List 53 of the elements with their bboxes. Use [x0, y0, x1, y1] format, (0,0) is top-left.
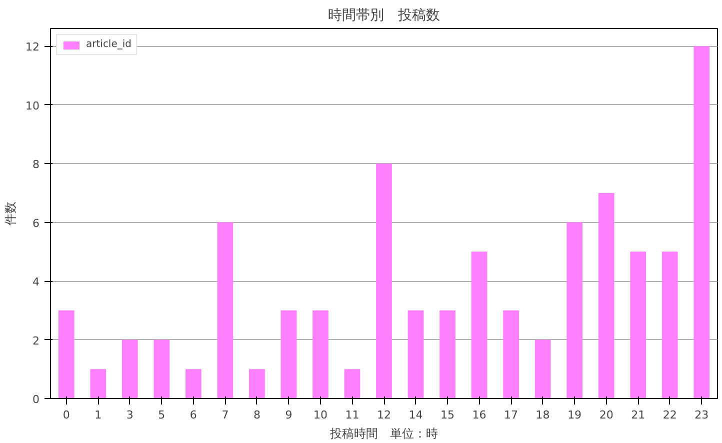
x-tick-label: 21: [631, 408, 646, 422]
y-tick-label: 10: [26, 99, 40, 112]
bar: [58, 310, 74, 398]
x-tick-label: 0: [62, 408, 70, 422]
x-tick-label: 19: [568, 408, 582, 422]
bar: [280, 310, 297, 398]
bar: [312, 310, 328, 398]
y-tick-label: 8: [32, 158, 40, 172]
x-tick-label: 3: [126, 408, 134, 422]
bar: [154, 340, 170, 398]
x-tick-label: 20: [599, 408, 614, 422]
x-tick-label: 18: [536, 408, 550, 422]
x-tick-label: 5: [158, 408, 166, 422]
x-tick-label: 6: [190, 408, 197, 422]
x-tick-label: 10: [313, 408, 328, 422]
x-tick-label: 17: [504, 408, 518, 422]
x-tick-label: 8: [253, 408, 260, 422]
x-tick-label: 11: [345, 408, 360, 422]
chart-title: 時間帯別 投稿数: [328, 8, 440, 24]
bar: [694, 46, 710, 398]
bar: [185, 369, 202, 398]
bar: [503, 310, 519, 398]
bar: [471, 252, 488, 398]
bar: [534, 340, 551, 398]
bar: [249, 369, 265, 398]
bar: [566, 222, 583, 398]
y-axis-title: 件数: [4, 202, 18, 226]
y-tick-label: 12: [26, 40, 40, 54]
x-tick-label: 7: [222, 408, 229, 422]
bar: [408, 310, 424, 398]
x-tick-label: 12: [377, 408, 391, 422]
bar: [376, 164, 392, 398]
bar: [122, 340, 138, 398]
bar: [662, 252, 678, 398]
x-tick-label: 22: [662, 408, 677, 422]
bar: [598, 192, 614, 398]
y-tick-label: 0: [32, 393, 40, 406]
bar: [217, 222, 234, 398]
x-tick-label: 23: [694, 408, 709, 422]
y-tick-label: 2: [32, 334, 40, 348]
bar: [630, 252, 646, 398]
y-tick-label: 6: [32, 216, 40, 230]
y-tick-label: 4: [32, 276, 40, 289]
bar: [344, 369, 360, 398]
bar: [440, 310, 456, 398]
legend-label: article_id: [86, 39, 132, 50]
x-tick-label: 14: [408, 408, 423, 422]
x-tick-label: 15: [440, 408, 455, 422]
x-axis-title: 投稿時間 単位：時: [329, 426, 438, 440]
x-tick-label: 1: [94, 408, 102, 422]
bar: [90, 369, 106, 398]
x-tick-label: 16: [472, 408, 486, 422]
x-tick-label: 9: [285, 408, 292, 422]
